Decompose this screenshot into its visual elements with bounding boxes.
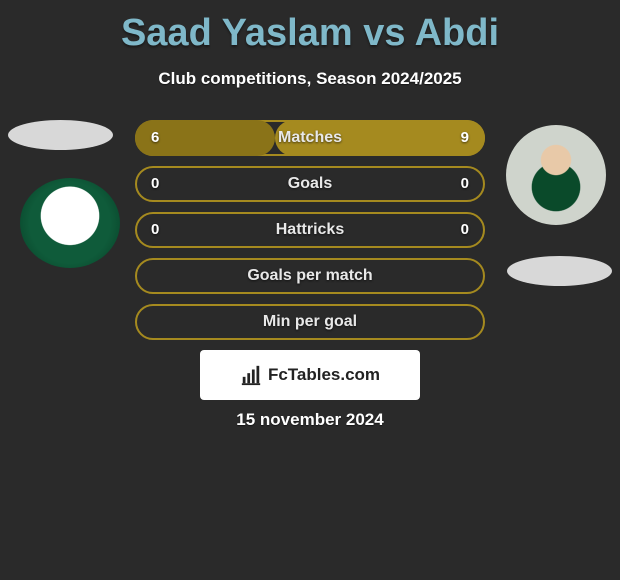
stat-row: Goals per match [135,258,485,294]
stat-label: Min per goal [135,304,485,340]
brand-text: FcTables.com [268,365,380,385]
stat-value-left: 0 [151,166,159,202]
subtitle: Club competitions, Season 2024/2025 [0,69,620,89]
stat-value-left: 6 [151,120,159,156]
stat-row: Min per goal [135,304,485,340]
date-text: 15 november 2024 [0,410,620,430]
brand-box: FcTables.com [200,350,420,400]
stat-label: Matches [135,120,485,156]
page-title: Saad Yaslam vs Abdi [0,0,620,55]
player-right-photo [506,125,606,225]
stats-container: Matches69Goals00Hattricks00Goals per mat… [135,120,485,350]
stat-label: Hattricks [135,212,485,248]
stat-value-right: 0 [461,212,469,248]
stat-label: Goals per match [135,258,485,294]
player-right-placeholder [507,256,612,286]
stat-value-right: 9 [461,120,469,156]
club-badge-left [20,178,120,268]
stat-label: Goals [135,166,485,202]
stat-row: Goals0 0 [135,166,485,202]
stat-value-left: 0 [151,212,159,248]
stat-value-right: 0 [461,166,469,202]
player-left-placeholder [8,120,113,150]
bar-chart-icon [240,364,262,386]
stat-row: Matches6 9 [135,120,485,156]
stat-row: Hattricks0 0 [135,212,485,248]
palm-tree-icon [43,196,97,250]
